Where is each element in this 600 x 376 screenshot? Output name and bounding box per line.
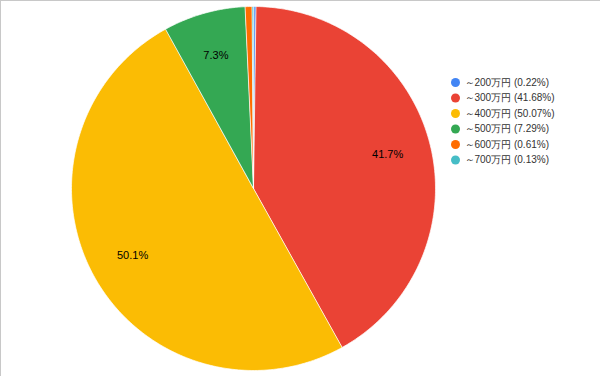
svg-text:～200万円 (0.22%): ～200万円 (0.22%) [465, 77, 549, 88]
svg-text:50.1%: 50.1% [117, 249, 148, 261]
svg-text:～400万円 (50.07%): ～400万円 (50.07%) [465, 108, 555, 119]
svg-text:～600万円 (0.61%): ～600万円 (0.61%) [465, 139, 549, 150]
svg-text:7.3%: 7.3% [203, 49, 228, 61]
svg-text:～300万円 (41.68%): ～300万円 (41.68%) [465, 92, 555, 103]
svg-text:～700万円 (0.13%): ～700万円 (0.13%) [465, 154, 549, 165]
svg-text:～500万円 (7.29%): ～500万円 (7.29%) [465, 123, 549, 134]
svg-text:41.7%: 41.7% [372, 148, 403, 160]
